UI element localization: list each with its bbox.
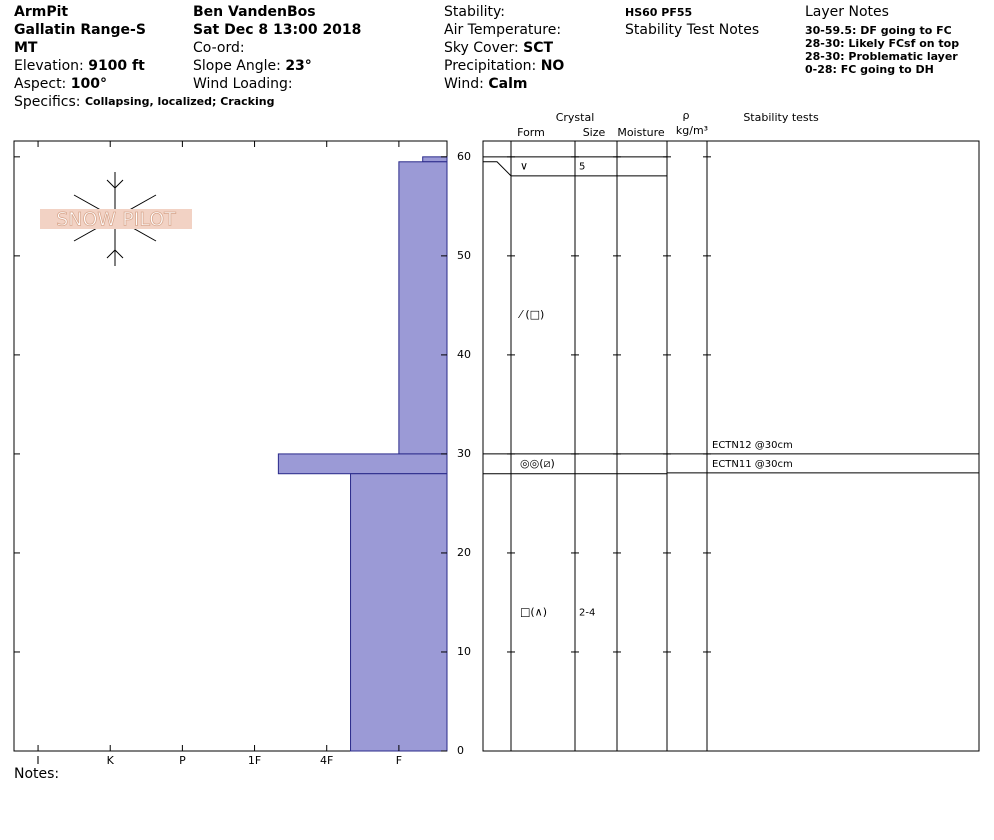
x-tick-label: F (396, 754, 402, 767)
wind-loading: Wind Loading: (193, 76, 293, 92)
layer-note: 30-59.5: DF going to FC (805, 24, 952, 37)
precipitation: Precipitation: NO (444, 58, 564, 74)
label: Wind: (444, 76, 484, 92)
test-label: ECTN12 @30cm (712, 440, 793, 451)
layer-note: 0-28: FC going to DH (805, 63, 934, 76)
crystal-size: 2-4 (579, 607, 595, 618)
tests-header: Stability tests (743, 111, 819, 124)
rho-header: ρ (683, 109, 690, 122)
logo-band (40, 209, 192, 229)
label: Aspect: (14, 76, 66, 92)
date: Sat Dec 8 13:00 2018 (193, 22, 361, 38)
y-tick-label: 20 (457, 546, 471, 559)
observer: Ben VandenBos (193, 4, 316, 20)
density-header: kg/m³ (676, 124, 708, 137)
label: Specifics: (14, 94, 81, 110)
crystal-form: □(∧) (520, 605, 547, 618)
value: Collapsing, localized; Cracking (85, 95, 275, 108)
x-tick-label: 1F (248, 754, 261, 767)
y-tick-label: 10 (457, 645, 471, 658)
site: ArmPit (14, 4, 68, 20)
layer-note: 28-30: Likely FCsf on top (805, 37, 959, 50)
specifics: Specifics: Collapsing, localized; Cracki… (14, 94, 274, 110)
hardness-bar (422, 156, 448, 163)
coord: Co-ord: (193, 40, 245, 56)
aspect: Aspect: 100° (14, 76, 107, 92)
value: NO (541, 58, 565, 74)
y-tick-label: 30 (457, 447, 471, 460)
state: MT (14, 40, 38, 56)
y-tick-label: 60 (457, 150, 471, 163)
column-lines (510, 141, 708, 751)
slope: Slope Angle: 23° (193, 58, 312, 74)
wind: Wind: Calm (444, 76, 527, 92)
x-tick-label: K (107, 754, 115, 767)
table-frame (482, 140, 980, 752)
notes-label: Notes: (14, 766, 59, 782)
crystal-form: ◎◎(⧄) (520, 457, 555, 470)
x-tick-label: 4F (320, 754, 333, 767)
crystal-form: ⁄ (□) (517, 308, 544, 321)
y-tick-label: 40 (457, 348, 471, 361)
form-header: Form (517, 126, 545, 139)
x-tick-label: P (179, 754, 186, 767)
y-tick-label: 50 (457, 249, 471, 262)
y-tick-label: 0 (457, 744, 464, 757)
layer-note: 28-30: Problematic layer (805, 50, 958, 63)
elevation: Elevation: 9100 ft (14, 58, 145, 74)
hs: HS60 PF55 (625, 6, 692, 19)
label: Sky Cover: (444, 40, 519, 56)
logo-text: SNOW PILOT (56, 209, 176, 231)
crystal-form: ∨ (520, 159, 528, 172)
sky-cover: Sky Cover: SCT (444, 40, 554, 56)
value: SCT (523, 40, 553, 56)
stability-notes: Stability Test Notes (625, 22, 759, 38)
stability: Stability: (444, 4, 505, 20)
crystal-size: 5 (579, 161, 585, 172)
label: Slope Angle: (193, 58, 281, 74)
test-label: ECTN11 @30cm (712, 459, 793, 470)
hardness-bar (398, 161, 448, 455)
hardness-bar (277, 453, 448, 475)
size-header: Size (583, 126, 606, 139)
layer-notes-title: Layer Notes (805, 4, 889, 20)
layer-connector (483, 161, 512, 177)
label: Precipitation: (444, 58, 536, 74)
value: Calm (488, 76, 527, 92)
x-tick-label: I (36, 754, 39, 767)
label: Elevation: (14, 58, 84, 74)
value: 100° (71, 76, 107, 92)
value: 9100 ft (88, 58, 145, 74)
range: Gallatin Range-S (14, 22, 146, 38)
air-temperature: Air Temperature: (444, 22, 561, 38)
value: 23° (285, 58, 311, 74)
moisture-header: Moisture (617, 126, 665, 139)
crystal-header: Crystal (556, 111, 595, 124)
hardness-bar (350, 473, 448, 752)
